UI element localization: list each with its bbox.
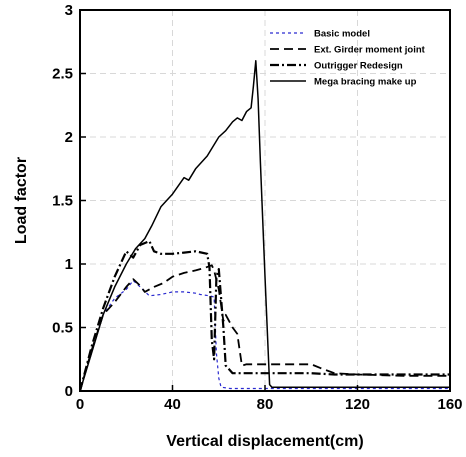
legend: Basic model Ext. Girder moment joint Outri… (270, 29, 426, 88)
series-line-1 (79, 279, 450, 392)
series-line-2 (79, 264, 450, 392)
x-axis-title: Vertical displacement(cm) (166, 433, 363, 450)
y-tick-label: 1 (65, 256, 73, 273)
y-tick-label: 1.5 (52, 193, 73, 210)
ticks: 0 40 80 120 160 0 0.5 1 1.5 2 2.5 3 (52, 2, 462, 413)
x-tick-label: 0 (76, 396, 84, 413)
series-layer (78, 60, 450, 392)
x-tick-label: 80 (257, 396, 274, 413)
legend-label: Outrigger Redesign (314, 61, 403, 72)
y-tick-label: 0 (65, 383, 73, 400)
legend-label: Ext. Girder moment joint (314, 45, 426, 56)
y-tick-label: 2.5 (52, 66, 73, 83)
series-line-4 (79, 60, 450, 392)
y-tick-label: 0.5 (52, 320, 73, 337)
y-tick-label: 2 (65, 129, 73, 146)
x-tick-label: 160 (437, 396, 462, 413)
x-tick-label: 120 (345, 396, 370, 413)
x-tick-label: 40 (164, 396, 181, 413)
y-axis-title: Load factor (13, 157, 30, 244)
legend-label: Basic model (314, 29, 370, 40)
legend-label: Mega bracing make up (314, 77, 417, 88)
y-tick-label: 3 (65, 2, 73, 19)
